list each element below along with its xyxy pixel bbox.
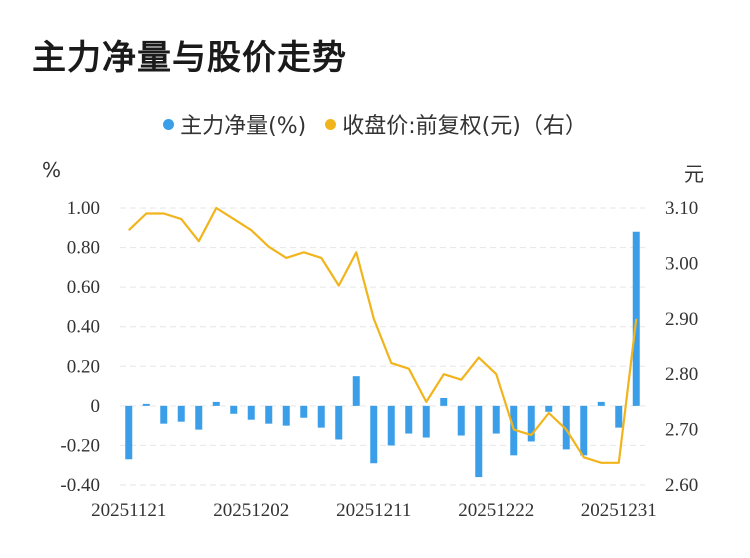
right-axis-tick-label: 2.60 [665,475,698,496]
left-axis-tick-label: -0.40 [60,475,100,496]
legend-dot-line-icon [325,118,337,130]
bar [335,405,343,440]
right-axis-tick-label: 2.90 [665,309,698,330]
bar [440,397,448,406]
bar [527,405,535,442]
legend: 主力净量(%) 收盘价:前复权(元)（右） [0,108,750,140]
bar [492,405,500,434]
bar [142,403,150,406]
left-axis-unit: % [42,158,62,182]
bar [317,405,325,428]
x-axis-tick-label: 20251222 [458,500,534,521]
bar [545,405,553,412]
bar [405,405,413,434]
bar [352,376,360,406]
bar [160,405,168,424]
bar [475,405,483,478]
bar [265,405,273,424]
bar [177,405,185,422]
right-axis-tick-label: 3.10 [665,198,698,219]
bar [125,405,133,460]
legend-item-close-price[interactable]: 收盘价:前复权(元)（右） [325,108,587,140]
x-axis-tick-label: 20251231 [581,500,657,521]
bar [195,405,203,430]
left-axis-tick-label: 1.00 [67,198,100,219]
bar [247,405,255,420]
bar [615,405,623,428]
right-axis-unit: 元 [684,162,704,186]
bar [230,405,238,414]
bar [282,405,290,426]
bar [370,405,378,464]
legend-label-close-price: 收盘价:前复权(元)（右） [342,114,587,139]
left-axis-tick-label: -0.20 [60,435,100,456]
bar [457,405,465,436]
legend-label-net-flow: 主力净量(%) [180,114,307,139]
right-axis-tick-label: 3.00 [665,253,698,274]
left-axis-tick-label: 0.20 [67,356,100,377]
price-line [128,206,638,464]
bar [580,405,588,456]
bar [212,401,220,406]
right-axis-tick-label: 2.70 [665,420,698,441]
bar [300,405,308,418]
x-axis-tick-label: 20251121 [91,500,166,521]
bar [597,401,605,406]
left-axis-tick-label: 0 [91,396,101,417]
x-axis-tick-label: 20251202 [213,500,289,521]
x-axis-tick-label: 20251211 [336,500,411,521]
legend-dot-bar-icon [163,118,175,130]
chart-title: 主力净量与股价走势 [32,38,347,78]
bar [422,405,430,438]
left-axis-tick-label: 0.80 [67,238,100,259]
bar [387,405,395,446]
left-axis-tick-label: 0.40 [67,317,100,338]
right-axis-tick-label: 2.80 [665,364,698,385]
left-axis-tick-label: 0.60 [67,277,100,298]
bar [562,405,570,450]
legend-item-net-flow[interactable]: 主力净量(%) [163,108,306,140]
